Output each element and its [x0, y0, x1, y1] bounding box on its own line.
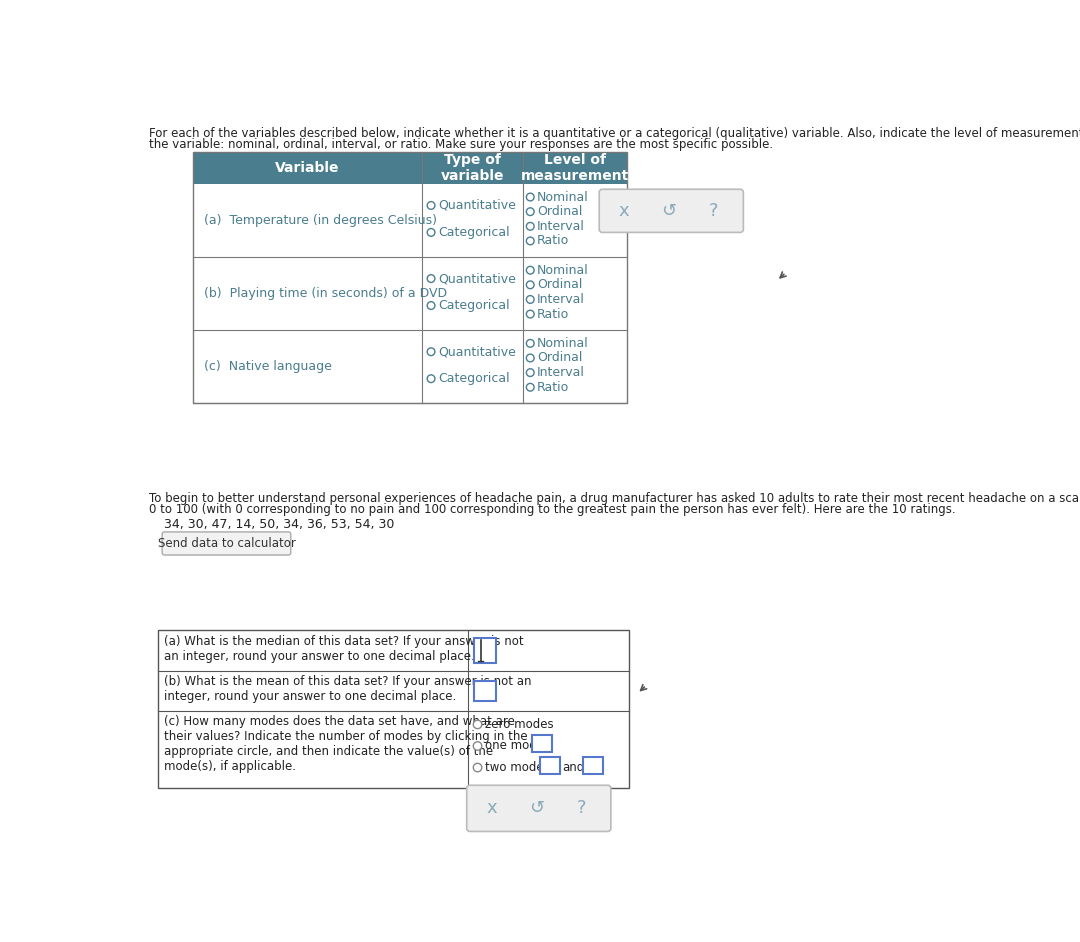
FancyBboxPatch shape [540, 756, 559, 773]
Circle shape [428, 202, 435, 209]
Text: Ratio: Ratio [537, 381, 569, 394]
FancyBboxPatch shape [583, 756, 603, 773]
Bar [193, 152, 627, 184]
Text: Interval: Interval [537, 293, 585, 306]
Text: one mode:: one mode: [485, 739, 549, 753]
FancyBboxPatch shape [474, 681, 496, 702]
Text: ↺: ↺ [661, 202, 676, 219]
Circle shape [526, 193, 535, 201]
Text: Categorical: Categorical [438, 226, 510, 239]
Text: Nominal: Nominal [537, 190, 589, 203]
Circle shape [526, 383, 535, 391]
Text: Nominal: Nominal [537, 264, 589, 277]
Text: Send data to calculator: Send data to calculator [158, 537, 296, 550]
Circle shape [428, 375, 435, 382]
Text: Ordinal: Ordinal [537, 351, 582, 365]
Text: ↺: ↺ [529, 800, 544, 818]
Text: (a)  Temperature (in degrees Celsius): (a) Temperature (in degrees Celsius) [204, 214, 437, 227]
Text: Nominal: Nominal [537, 337, 589, 349]
Circle shape [428, 301, 435, 309]
Bar [193, 152, 627, 403]
Circle shape [428, 275, 435, 283]
Text: Ratio: Ratio [537, 235, 569, 248]
Circle shape [526, 222, 535, 230]
Circle shape [526, 281, 535, 288]
Text: (b) What is the mean of this data set? If your answer is not an
integer, round y: (b) What is the mean of this data set? I… [164, 675, 532, 703]
Text: the variable: nominal, ordinal, interval, or ratio. Make sure your responses are: the variable: nominal, ordinal, interval… [149, 138, 773, 151]
Circle shape [526, 339, 535, 348]
FancyBboxPatch shape [599, 189, 743, 233]
Text: Ratio: Ratio [537, 308, 569, 320]
FancyBboxPatch shape [474, 638, 496, 663]
Text: (c)  Native language: (c) Native language [204, 360, 332, 373]
Text: (c) How many modes does the data set have, and what are
their values? Indicate t: (c) How many modes does the data set hav… [164, 715, 528, 773]
Text: Level of
measurement: Level of measurement [521, 153, 629, 183]
Circle shape [526, 310, 535, 318]
Text: Categorical: Categorical [438, 372, 510, 385]
Text: x: x [619, 202, 630, 219]
FancyBboxPatch shape [467, 786, 611, 832]
Text: 34, 30, 47, 14, 50, 34, 36, 53, 54, 30: 34, 30, 47, 14, 50, 34, 36, 53, 54, 30 [164, 518, 395, 531]
Circle shape [526, 296, 535, 303]
Text: 0 to 100 (with 0 corresponding to no pain and 100 corresponding to the greatest : 0 to 100 (with 0 corresponding to no pai… [149, 503, 956, 516]
Text: For each of the variables described below, indicate whether it is a quantitative: For each of the variables described belo… [149, 127, 1080, 140]
Text: ?: ? [577, 800, 586, 818]
Text: Interval: Interval [537, 219, 585, 233]
Text: Quantitative: Quantitative [438, 272, 516, 285]
Circle shape [473, 763, 482, 771]
Text: Quantitative: Quantitative [438, 199, 516, 212]
Text: Interval: Interval [537, 366, 585, 379]
Text: Categorical: Categorical [438, 299, 510, 312]
Circle shape [526, 267, 535, 274]
Circle shape [428, 229, 435, 236]
FancyBboxPatch shape [531, 735, 552, 752]
Text: (a) What is the median of this data set? If your answer is not
an integer, round: (a) What is the median of this data set?… [164, 635, 524, 663]
Circle shape [526, 354, 535, 362]
Text: Quantitative: Quantitative [438, 345, 516, 358]
Circle shape [526, 237, 535, 245]
FancyBboxPatch shape [162, 532, 291, 555]
Bar [159, 630, 630, 788]
Text: and: and [562, 761, 584, 774]
Circle shape [526, 368, 535, 377]
Text: Ordinal: Ordinal [537, 278, 582, 291]
Text: Ordinal: Ordinal [537, 205, 582, 219]
Text: (b)  Playing time (in seconds) of a DVD: (b) Playing time (in seconds) of a DVD [204, 287, 447, 300]
Circle shape [428, 348, 435, 355]
Text: To begin to better understand personal experiences of headache pain, a drug manu: To begin to better understand personal e… [149, 492, 1080, 505]
Text: x: x [486, 800, 497, 818]
Text: Variable: Variable [275, 161, 340, 174]
Circle shape [473, 721, 482, 729]
Text: zero modes: zero modes [485, 718, 554, 731]
Text: ?: ? [710, 202, 718, 219]
Circle shape [526, 208, 535, 216]
Text: Type of
variable: Type of variable [441, 153, 504, 183]
Circle shape [473, 741, 482, 750]
Text: two modes:: two modes: [485, 761, 554, 774]
